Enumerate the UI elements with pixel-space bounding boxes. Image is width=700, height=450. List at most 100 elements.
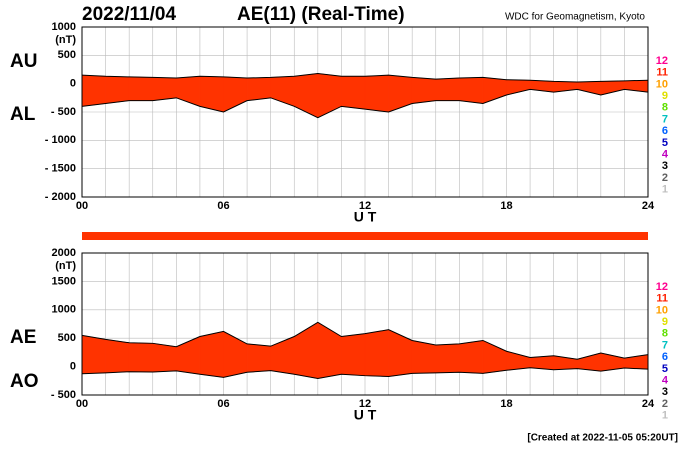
y-tick-label: 500 [58,332,76,344]
x-tick-label: 18 [500,200,512,212]
scale-label: 6 [662,351,668,363]
band-fill [152,343,177,373]
band-fill [294,73,319,119]
band-fill [388,74,413,113]
scale-label: 2 [662,172,668,184]
band-fill [600,80,625,96]
scale-label: 3 [662,160,668,172]
x-tick-label: 24 [642,200,655,212]
y-tick-label: 500 [58,49,76,61]
scale-label: 11 [656,67,668,79]
y-tick-label: 1500 [52,275,76,287]
band-fill [105,339,130,374]
scale-label: 10 [656,304,668,316]
x-tick-label: 06 [217,398,229,410]
scale-label: 1 [662,184,668,196]
x-tick-label: 12 [359,200,371,212]
title: AE(11) (Real-Time) [237,4,405,25]
band-fill [435,77,460,101]
band-fill [388,329,413,377]
y-tick-label: - 1500 [45,163,76,175]
band-fill [364,329,389,377]
x-tick-label: 00 [76,200,88,212]
y-tick-label: - 2000 [45,191,76,203]
band-fill [294,321,319,379]
band-fill [176,336,201,375]
y-tick-label: - 500 [51,389,76,401]
band-fill [81,335,106,374]
x-tick-label: 06 [217,200,229,212]
series-line [81,72,649,83]
scale-label: 4 [662,375,669,387]
scale-label: 6 [662,125,668,137]
x-axis-label: U T [354,407,377,423]
series-line [81,367,649,380]
scale-label: 8 [662,102,668,114]
scale-label: 7 [662,339,668,351]
x-tick-label: 00 [76,398,88,410]
scale-label: 12 [656,55,668,67]
plot-frame [81,252,649,396]
scale-label: 8 [662,328,668,340]
band-fill [459,340,484,374]
band-fill [459,77,484,104]
band-fill [341,333,366,376]
band-fill [270,336,295,375]
band-fill [105,76,130,104]
band-fill [128,342,153,373]
coverage-bar [82,232,648,240]
band-fill [577,81,602,96]
band-fill [364,74,389,113]
x-axis-label: U T [354,209,377,225]
date: 2022/11/04 [82,4,176,25]
y-tick-label: - 1000 [45,134,76,146]
scale-label: 2 [662,398,668,410]
band-fill [435,343,460,374]
x-tick-label: 24 [642,398,655,410]
scale-label: 5 [662,363,668,375]
band-fill [317,321,342,379]
y-tick-label: 1000 [52,304,76,316]
band-fill [81,74,106,107]
series-line [81,321,649,360]
y-tick-label: 1000 [52,21,76,33]
series-line [81,88,649,119]
scale-label: 7 [662,113,668,125]
x-tick-label: 18 [500,398,512,410]
band-fill [128,76,153,101]
series-label: AO [10,371,39,392]
scale-label: 5 [662,137,668,149]
band-fill [411,340,436,374]
band-fill [246,343,271,373]
band-fill [506,79,531,96]
band-fill [341,76,366,110]
band-fill [317,73,342,119]
y-tick-label: 2000 [52,247,76,259]
scale-label: 11 [656,293,668,305]
scale-label: 9 [662,90,668,102]
series-label: AU [10,51,37,72]
series-label: AL [10,104,36,125]
band-fill [246,77,271,101]
y-unit: (nT) [55,260,76,272]
band-fill [199,76,224,113]
scale-label: 9 [662,316,668,328]
y-tick-label: - 500 [51,106,76,118]
scale-label: 4 [662,149,669,161]
x-tick-label: 12 [359,398,371,410]
scale-label: 10 [656,78,668,90]
scale-label: 12 [656,281,668,293]
y-unit: (nT) [55,34,76,46]
plot-frame [81,26,649,198]
source: WDC for Geomagnetism, Kyoto [505,12,645,23]
footer: [Created at 2022-11-05 05:20UT] [527,433,678,444]
band-fill [152,77,177,101]
series-label: AE [10,327,36,348]
y-tick-label: 0 [70,78,76,90]
scale-label: 3 [662,386,668,398]
band-fill [411,77,436,104]
band-fill [199,331,224,378]
y-tick-label: 0 [70,361,76,373]
scale-label: 1 [662,410,668,422]
